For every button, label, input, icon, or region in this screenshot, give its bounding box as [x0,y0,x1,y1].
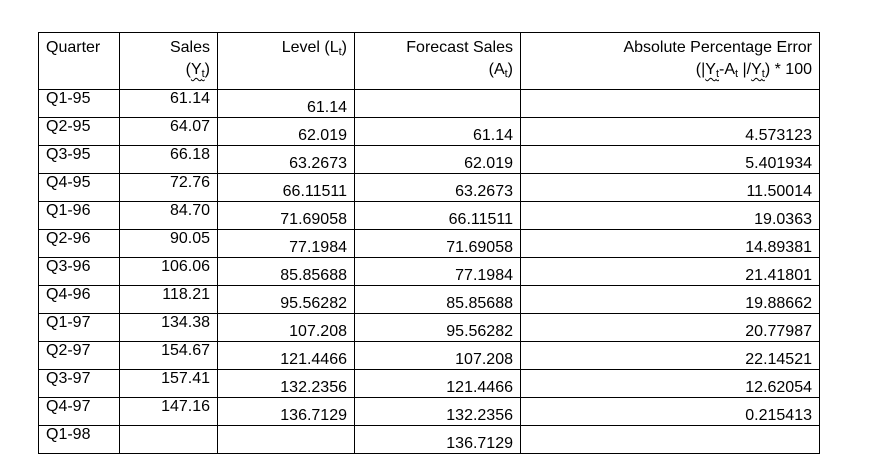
cell-ape: 12.62054 [520,369,820,398]
cell-sales: 61.14 [119,89,218,118]
cell-forecast: 95.56282 [354,313,521,342]
table-row: Q1-98 136.7129 [38,425,820,454]
header-ape: Absolute Percentage Error (|Yt-At |/Yt) *… [520,32,820,90]
table-row: Q4-96 118.21 95.56282 85.85688 19.88662 [38,285,820,314]
table-row: Q2-97 154.67 121.4466 107.208 22.14521 [38,341,820,370]
cell-quarter: Q1-98 [38,425,120,454]
cell-sales: 118.21 [119,285,218,314]
cell-quarter: Q4-97 [38,397,120,426]
cell-ape: 19.0363 [520,201,820,230]
cell-level: 132.2356 [217,369,355,398]
cell-quarter: Q2-97 [38,341,120,370]
table-row: Q4-97 147.16 136.7129 132.2356 0.215413 [38,397,820,426]
cell-sales [119,425,218,454]
table-row: Q3-95 66.18 63.2673 62.019 5.401934 [38,145,820,174]
cell-ape [520,425,820,454]
table-row: Q4-95 72.76 66.11511 63.2673 11.50014 [38,173,820,202]
header-forecast: Forecast Sales (At) [354,32,521,90]
cell-ape: 11.50014 [520,173,820,202]
cell-quarter: Q4-96 [38,285,120,314]
cell-sales: 147.16 [119,397,218,426]
cell-level: 95.56282 [217,285,355,314]
cell-ape: 20.77987 [520,313,820,342]
cell-quarter: Q1-96 [38,201,120,230]
cell-level [217,425,355,454]
cell-ape: 19.88662 [520,285,820,314]
cell-forecast: 136.7129 [354,425,521,454]
cell-quarter: Q1-97 [38,313,120,342]
cell-sales: 84.70 [119,201,218,230]
cell-level: 77.1984 [217,229,355,258]
cell-ape: 0.215413 [520,397,820,426]
header-sales: Sales (Yt) [119,32,218,90]
cell-quarter: Q3-95 [38,145,120,174]
cell-level: 107.208 [217,313,355,342]
cell-forecast: 66.11511 [354,201,521,230]
cell-forecast: 77.1984 [354,257,521,286]
cell-level: 85.85688 [217,257,355,286]
cell-ape: 22.14521 [520,341,820,370]
cell-sales: 90.05 [119,229,218,258]
cell-quarter: Q4-95 [38,173,120,202]
cell-level: 121.4466 [217,341,355,370]
cell-sales: 154.67 [119,341,218,370]
table-row: Q2-95 64.07 62.019 61.14 4.573123 [38,117,820,146]
cell-forecast: 61.14 [354,117,521,146]
cell-ape: 4.573123 [520,117,820,146]
cell-sales: 134.38 [119,313,218,342]
header-quarter: Quarter [38,32,120,90]
header-level: Level (Lt) [217,32,355,90]
cell-level: 71.69058 [217,201,355,230]
cell-sales: 64.07 [119,117,218,146]
cell-quarter: Q3-97 [38,369,120,398]
cell-sales: 157.41 [119,369,218,398]
cell-ape: 21.41801 [520,257,820,286]
cell-forecast: 63.2673 [354,173,521,202]
cell-quarter: Q2-96 [38,229,120,258]
table-row: Q3-97 157.41 132.2356 121.4466 12.62054 [38,369,820,398]
table-row: Q3-96 106.06 85.85688 77.1984 21.41801 [38,257,820,286]
table-row: Q2-96 90.05 77.1984 71.69058 14.89381 [38,229,820,258]
cell-sales: 72.76 [119,173,218,202]
cell-forecast: 132.2356 [354,397,521,426]
forecast-table: Quarter Sales (Yt) Level (Lt) Forecast Sa… [38,32,820,454]
ape-y-symbol: Yt [705,61,720,80]
cell-ape: 5.401934 [520,145,820,174]
cell-ape: 14.89381 [520,229,820,258]
cell-level: 61.14 [217,89,355,118]
cell-sales: 66.18 [119,145,218,174]
table-row: Q1-97 134.38 107.208 95.56282 20.77987 [38,313,820,342]
table-row: Q1-96 84.70 71.69058 66.11511 19.0363 [38,201,820,230]
header-row: Quarter Sales (Yt) Level (Lt) Forecast Sa… [38,32,820,90]
ape-y2-symbol: Yt [751,61,765,80]
cell-ape [520,89,820,118]
cell-forecast [354,89,521,118]
cell-level: 136.7129 [217,397,355,426]
cell-quarter: Q2-95 [38,117,120,146]
table-row: Q1-95 61.14 61.14 [38,89,820,118]
cell-quarter: Q3-96 [38,257,120,286]
cell-forecast: 71.69058 [354,229,521,258]
cell-level: 66.11511 [217,173,355,202]
cell-level: 63.2673 [217,145,355,174]
table-body: Q1-95 61.14 61.14 Q2-95 64.07 62.019 61.14 4.57… [38,89,820,454]
cell-forecast: 62.019 [354,145,521,174]
cell-forecast: 121.4466 [354,369,521,398]
cell-forecast: 107.208 [354,341,521,370]
cell-quarter: Q1-95 [38,89,120,118]
cell-level: 62.019 [217,117,355,146]
cell-forecast: 85.85688 [354,285,521,314]
sales-symbol: Yt [190,61,205,80]
cell-sales: 106.06 [119,257,218,286]
